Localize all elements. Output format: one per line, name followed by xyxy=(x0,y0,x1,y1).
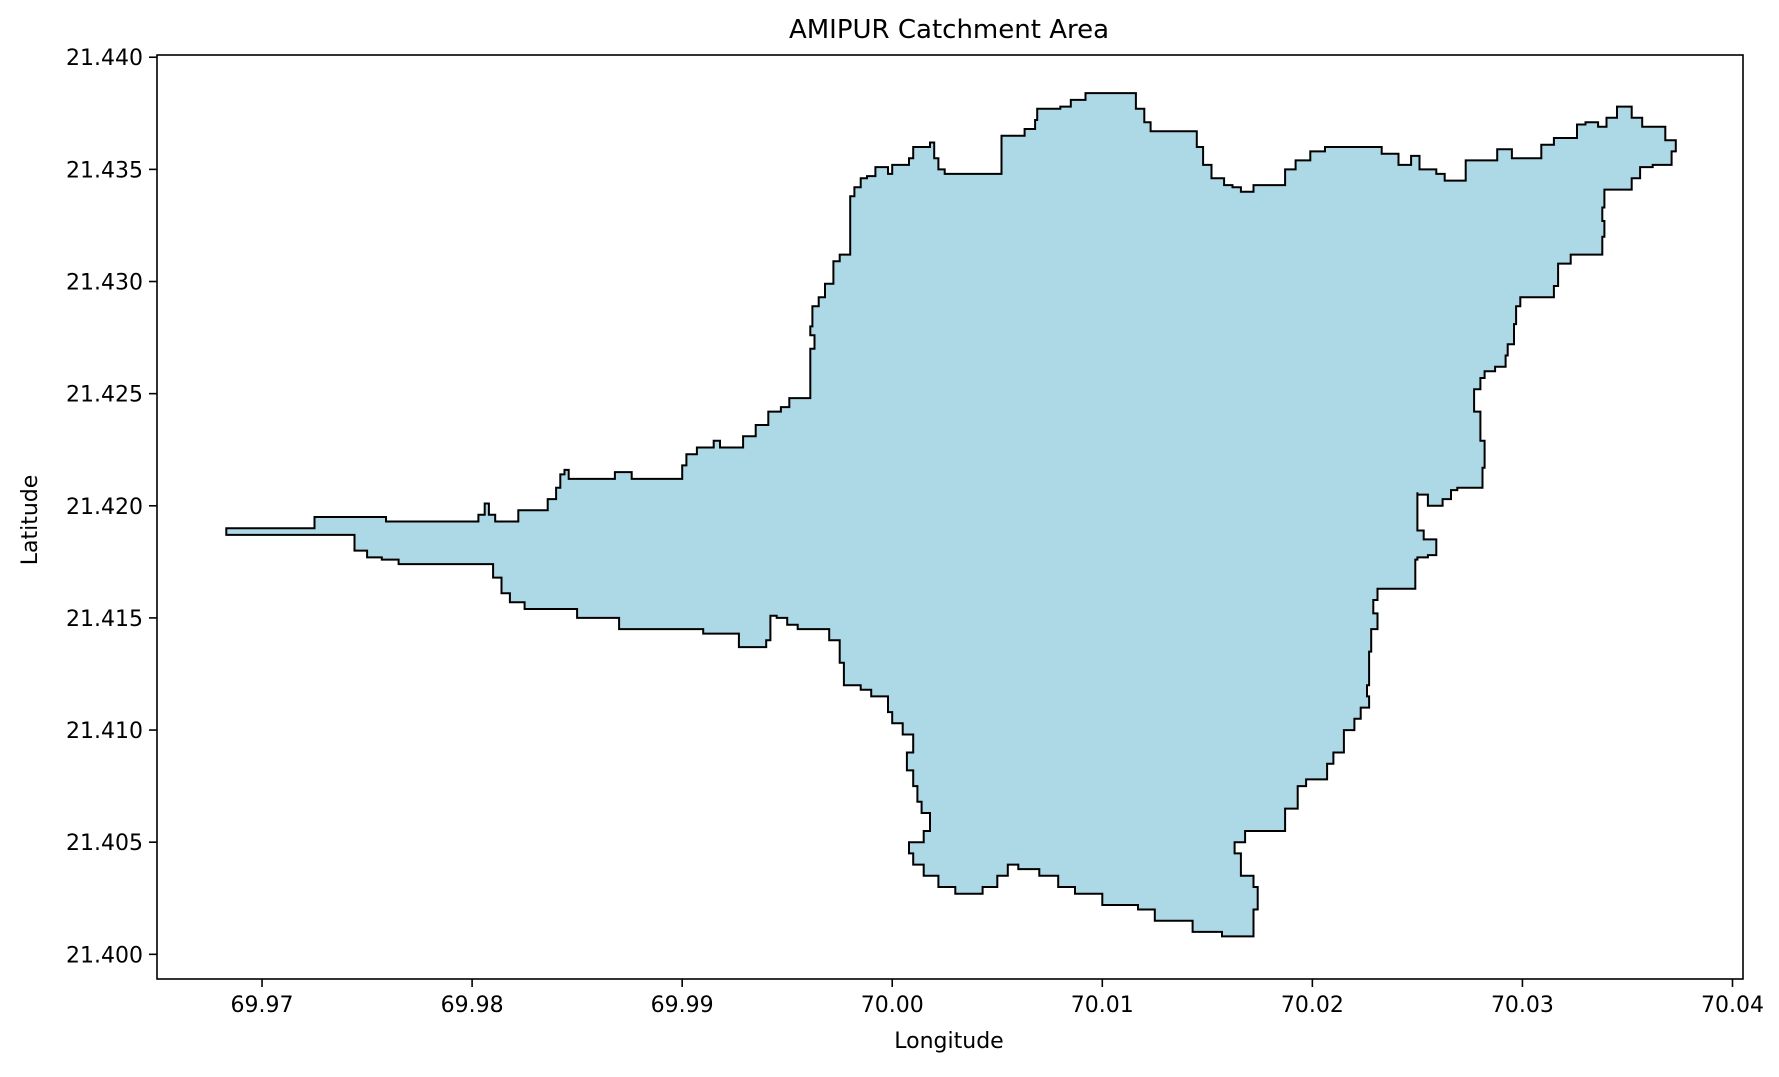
x-tick-label: 70.00 xyxy=(861,993,924,1018)
catchment-polygon xyxy=(225,92,1677,938)
y-axis-ticks: 21.400 21.405 21.410 21.415 21.420 21.425 21.4… xyxy=(66,46,157,968)
y-tick-label: 21.440 xyxy=(66,46,143,71)
y-tick-label: 21.410 xyxy=(66,719,143,744)
x-tick-label: 70.01 xyxy=(1071,993,1134,1018)
y-tick-label: 21.430 xyxy=(66,271,143,296)
y-tick-label: 21.425 xyxy=(66,383,143,408)
x-tick-label: 70.04 xyxy=(1701,993,1764,1018)
y-tick-label: 21.420 xyxy=(66,495,143,520)
y-tick-label: 21.415 xyxy=(66,607,143,632)
x-tick-label: 69.98 xyxy=(441,993,504,1018)
x-tick-label: 70.02 xyxy=(1281,993,1344,1018)
x-tick-label: 69.99 xyxy=(651,993,714,1018)
plot-area xyxy=(156,54,1744,980)
y-axis-label: Latitude xyxy=(18,475,43,566)
x-tick-label: 69.97 xyxy=(231,993,294,1018)
y-tick-label: 21.405 xyxy=(66,831,143,856)
chart-title: AMIPUR Catchment Area xyxy=(789,15,1109,45)
x-axis-label: Longitude xyxy=(894,1029,1003,1054)
axes-frame xyxy=(156,54,1744,980)
x-tick-label: 70.03 xyxy=(1491,993,1554,1018)
y-tick-label: 21.435 xyxy=(66,158,143,183)
x-axis-ticks: 69.97 69.98 69.99 70.00 70.01 70.02 70.03 70.04 xyxy=(231,979,1764,1018)
y-tick-label: 21.400 xyxy=(66,943,143,968)
